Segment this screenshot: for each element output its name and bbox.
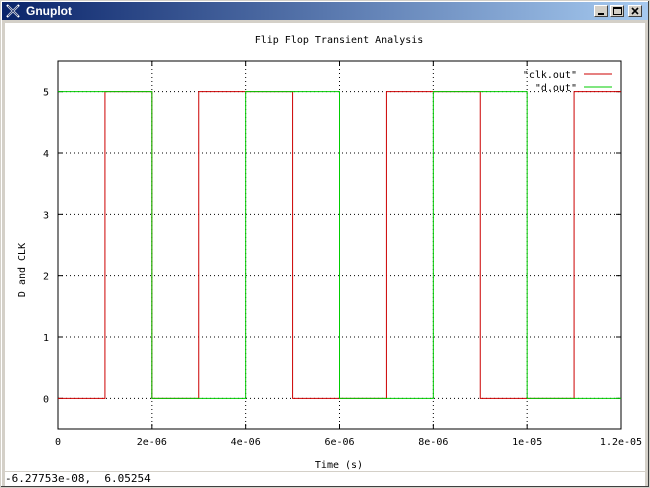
series-line-d-out (58, 91, 621, 399)
legend-label: "d.out" (535, 83, 577, 94)
y-tick-label: 3 (43, 210, 49, 221)
close-icon (631, 7, 639, 15)
y-tick-label: 0 (43, 394, 49, 405)
chart[interactable]: Flip Flop Transient Analysis 0 2e-06 4e-06… (5, 23, 645, 471)
maximize-button[interactable] (610, 5, 624, 17)
minimize-button[interactable] (594, 5, 608, 17)
x-tick-label: 6e-06 (324, 437, 354, 448)
x-axis-label: Time (s) (315, 460, 363, 471)
chart-title: Flip Flop Transient Analysis (255, 35, 424, 46)
plot-area[interactable]: Flip Flop Transient Analysis 0 2e-06 4e-06… (5, 23, 645, 471)
minimize-icon (598, 13, 604, 15)
y-tick-label: 4 (43, 149, 49, 160)
maximize-icon (613, 7, 622, 15)
x-tick-label: 1e-05 (512, 437, 542, 448)
x-tick-label: 0 (55, 437, 61, 448)
legend-label: "clk.out" (523, 70, 577, 81)
mouse-coordinates: -6.27753e-08, 6.05254 (5, 472, 151, 485)
y-tick-label: 1 (43, 333, 49, 344)
series-layer (58, 91, 621, 399)
title-bar[interactable]: Gnuplot (2, 2, 648, 20)
y-tick-label: 2 (43, 272, 49, 283)
x-tick-label: 8e-06 (418, 437, 448, 448)
x-tick-label: 2e-06 (137, 437, 167, 448)
y-tick-label: 5 (43, 88, 49, 99)
x-tick-label: 4e-06 (231, 437, 261, 448)
legend: "clk.out" "d.out" (523, 70, 612, 94)
gnuplot-icon[interactable] (5, 3, 21, 19)
status-bar: -6.27753e-08, 6.05254 (5, 472, 645, 486)
window-title: Gnuplot (26, 4, 72, 18)
axis-ticks: 0 2e-06 4e-06 6e-06 8e-06 1e-05 1.2e-05 0 1 2 3 4 5 (43, 61, 642, 448)
y-axis-label: D and CLK (17, 243, 28, 297)
close-button[interactable] (628, 5, 642, 17)
x-tick-label: 1.2e-05 (600, 437, 642, 448)
